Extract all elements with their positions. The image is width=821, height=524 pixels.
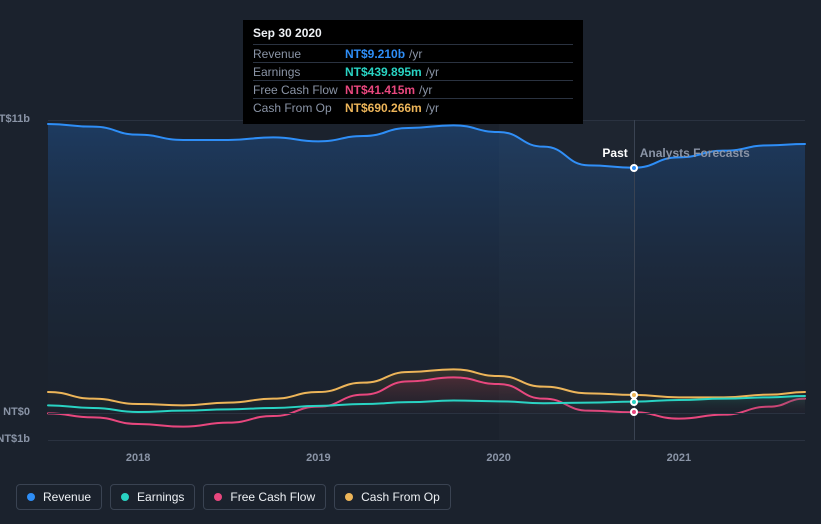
tooltip-value: NT$690.266m xyxy=(345,101,422,115)
earnings-revenue-chart[interactable]: NT$11bNT$0-NT$1b Past Analysts Forecasts… xyxy=(16,120,805,480)
legend-dot-icon xyxy=(214,493,222,501)
legend-dot-icon xyxy=(121,493,129,501)
tooltip-label: Earnings xyxy=(253,65,345,79)
tooltip-row-earnings: EarningsNT$439.895m/yr xyxy=(253,62,573,80)
hover-marker-revenue xyxy=(630,164,638,172)
tooltip-unit: /yr xyxy=(419,83,432,97)
legend-item-earnings[interactable]: Earnings xyxy=(110,484,195,510)
legend-item-cfo[interactable]: Cash From Op xyxy=(334,484,451,510)
y-tick-label: NT$11b xyxy=(0,113,30,125)
tooltip-unit: /yr xyxy=(409,47,422,61)
chart-svg xyxy=(48,120,805,440)
legend-dot-icon xyxy=(27,493,35,501)
tooltip-label: Revenue xyxy=(253,47,345,61)
chart-legend: Revenue Earnings Free Cash Flow Cash From O… xyxy=(16,484,451,510)
legend-label: Revenue xyxy=(43,490,91,504)
legend-item-revenue[interactable]: Revenue xyxy=(16,484,102,510)
tab-past[interactable]: Past xyxy=(602,146,627,160)
tooltip-label: Free Cash Flow xyxy=(253,83,345,97)
legend-label: Cash From Op xyxy=(361,490,440,504)
plot-area[interactable]: NT$11bNT$0-NT$1b Past Analysts Forecasts xyxy=(48,120,805,440)
legend-label: Free Cash Flow xyxy=(230,490,315,504)
hover-marker-earnings xyxy=(630,398,638,406)
y-tick-label: -NT$1b xyxy=(0,433,30,445)
gridline xyxy=(48,440,805,441)
legend-item-fcf[interactable]: Free Cash Flow xyxy=(203,484,326,510)
chart-tooltip: Sep 30 2020 RevenueNT$9.210b/yrEarningsN… xyxy=(243,20,583,124)
legend-dot-icon xyxy=(345,493,353,501)
x-tick-label: 2018 xyxy=(126,452,150,464)
area-revenue xyxy=(48,124,805,413)
tooltip-title: Sep 30 2020 xyxy=(253,26,573,44)
x-tick-label: 2020 xyxy=(486,452,510,464)
tooltip-value: NT$41.415m xyxy=(345,83,415,97)
tab-forecast[interactable]: Analysts Forecasts xyxy=(640,146,750,160)
tooltip-row-revenue: RevenueNT$9.210b/yr xyxy=(253,44,573,62)
tooltip-unit: /yr xyxy=(426,65,439,79)
tooltip-unit: /yr xyxy=(426,101,439,115)
tooltip-row-fcf: Free Cash FlowNT$41.415m/yr xyxy=(253,80,573,98)
x-tick-label: 2021 xyxy=(667,452,691,464)
x-tick-label: 2019 xyxy=(306,452,330,464)
hover-marker-fcf xyxy=(630,408,638,416)
y-tick-label: NT$0 xyxy=(0,406,30,418)
tooltip-label: Cash From Op xyxy=(253,101,345,115)
tooltip-value: NT$439.895m xyxy=(345,65,422,79)
legend-label: Earnings xyxy=(137,490,184,504)
tooltip-row-cfo: Cash From OpNT$690.266m/yr xyxy=(253,98,573,116)
gridline xyxy=(48,413,805,414)
tooltip-value: NT$9.210b xyxy=(345,47,405,61)
